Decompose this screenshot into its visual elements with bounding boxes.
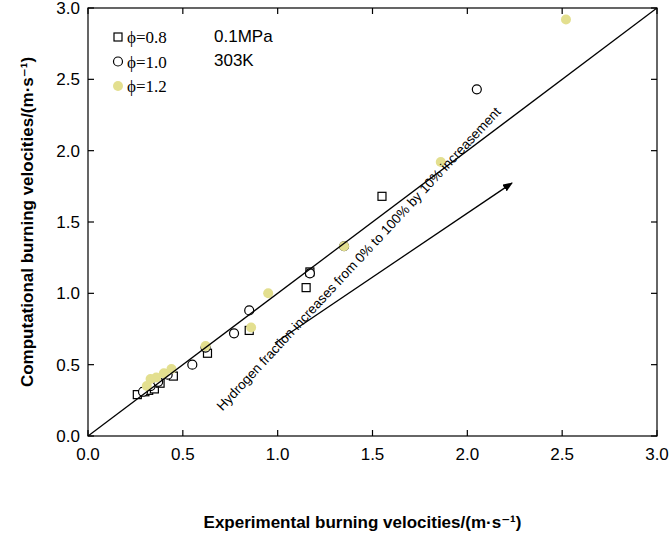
x-tick (467, 430, 468, 436)
x-tick-label: 2.5 (550, 445, 574, 464)
x-tick (562, 430, 563, 436)
y-tick (88, 293, 94, 294)
point (302, 284, 310, 292)
legend-label: ϕ=0.8 (127, 28, 167, 47)
y-tick (88, 7, 94, 8)
legend-marker (114, 33, 122, 41)
x-tick-label: 0.5 (171, 445, 195, 464)
point (561, 14, 571, 24)
x-tick (656, 430, 657, 436)
y-tick (88, 79, 94, 80)
y-tick-label: 0.5 (56, 356, 80, 375)
x-tick-top (562, 8, 563, 14)
y-tick-label: 1.0 (56, 284, 80, 303)
plot-marks (88, 8, 657, 436)
x-axis-title: Experimental burning velocities/(m·s⁻¹) (204, 513, 522, 532)
point (246, 323, 256, 333)
point (188, 360, 197, 369)
y-tick-right (651, 79, 657, 80)
x-tick-label: 1.5 (361, 445, 385, 464)
point (230, 329, 239, 338)
y-tick (88, 150, 94, 151)
y-tick-label: 0.0 (56, 427, 80, 446)
point (305, 269, 314, 278)
x-tick-label: 0.0 (76, 445, 100, 464)
y-tick (88, 221, 94, 222)
x-tick (277, 430, 278, 436)
y-tick-right (651, 364, 657, 365)
point (472, 85, 481, 94)
annotation: Hydrogen fraction increases from 0% to 1… (214, 104, 504, 414)
chart: 0.0 0.5 1.0 1.5 2.0 2.5 3.0 0.0 0.5 1.0 1.5 2.0 2.5 3… (0, 0, 672, 541)
point (245, 306, 254, 315)
x-tick-top (182, 8, 183, 14)
x-tick-label: 1.0 (266, 445, 290, 464)
y-tick-label: 1.5 (56, 213, 80, 232)
legend-label: ϕ=1.2 (127, 77, 167, 96)
x-tick-label: 3.0 (645, 445, 669, 464)
x-tick (372, 430, 373, 436)
plot-frame (88, 8, 657, 436)
y-axis-title: Computational burning velocities/(m·s⁻¹) (18, 57, 37, 387)
y-tick-right (651, 435, 657, 436)
x-tick-top (277, 8, 278, 14)
legend-label: ϕ=1.0 (127, 53, 167, 72)
annotation: 0.1MPa (214, 27, 273, 46)
x-tick-top (87, 8, 88, 14)
y-tick-label: 2.0 (56, 142, 80, 161)
x-tick-label: 2.0 (456, 445, 480, 464)
legend-marker (113, 81, 123, 91)
point (378, 192, 386, 200)
y-tick-label: 2.5 (56, 70, 80, 89)
reference-line (88, 8, 657, 436)
y-tick-right (651, 221, 657, 222)
y-tick (88, 364, 94, 365)
x-tick-top (467, 8, 468, 14)
legend-marker (114, 57, 123, 66)
x-tick-top (372, 8, 373, 14)
x-tick (182, 430, 183, 436)
y-tick-right (651, 150, 657, 151)
annotation: 303K (214, 51, 254, 70)
y-tick-label: 3.0 (56, 0, 80, 18)
y-tick-right (651, 293, 657, 294)
point (263, 288, 273, 298)
